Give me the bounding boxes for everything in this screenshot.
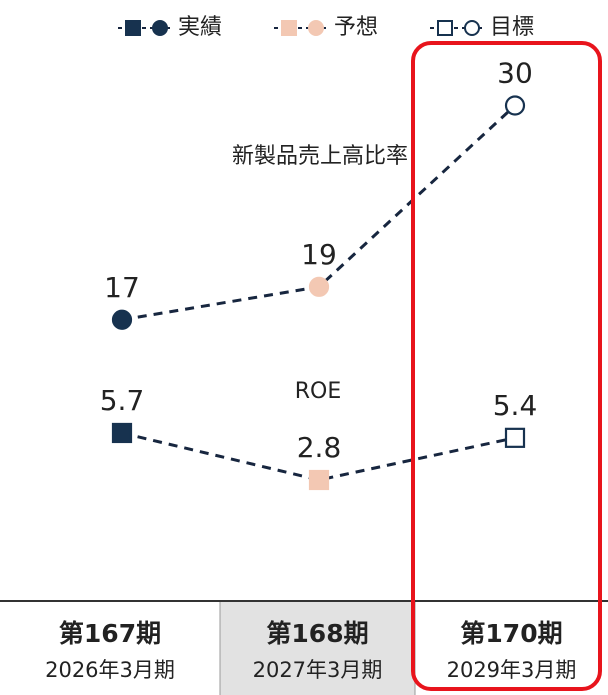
marker — [504, 95, 526, 116]
legend-label: 予想 — [334, 15, 378, 40]
legend-square — [125, 20, 141, 36]
data-label: 17 — [104, 271, 140, 304]
highlight-cell — [220, 602, 415, 695]
period-label: 第170期 — [460, 619, 562, 648]
highlight-frame — [411, 41, 602, 691]
period-label: 第168期 — [266, 619, 368, 648]
series-line — [121, 431, 516, 482]
date-label: 2027年3月期 — [253, 658, 383, 682]
legend-square — [437, 20, 453, 36]
series-label: 新製品売上高比率 — [232, 144, 408, 169]
data-label: 5.4 — [493, 389, 538, 422]
date-label: 2026年3月期 — [45, 658, 175, 682]
marker — [111, 309, 133, 330]
marker — [111, 422, 133, 444]
legend-label: 実績 — [178, 15, 222, 40]
marker — [308, 276, 330, 297]
legend-circle — [308, 20, 324, 36]
legend-circle — [464, 20, 480, 36]
series-label: ROE — [295, 379, 342, 404]
data-label: 30 — [497, 56, 533, 89]
data-label: 19 — [301, 238, 337, 271]
marker — [504, 427, 526, 448]
period-label: 第167期 — [59, 619, 161, 648]
marker — [308, 469, 330, 491]
legend-square — [281, 20, 297, 36]
legend-label: 目標 — [490, 15, 534, 40]
legend-circle — [152, 20, 168, 36]
data-label: 5.7 — [100, 384, 145, 417]
date-label: 2029年3月期 — [447, 658, 577, 682]
data-label: 2.8 — [297, 431, 342, 464]
